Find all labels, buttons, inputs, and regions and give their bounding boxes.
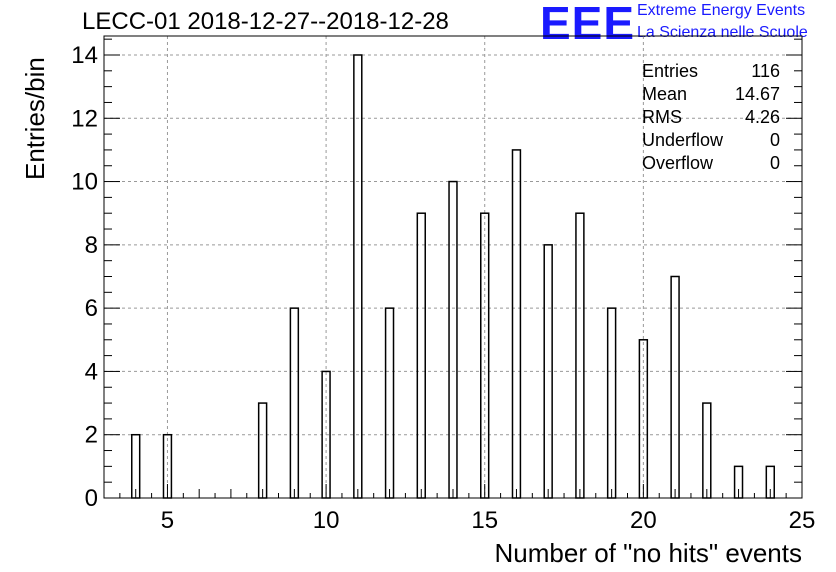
- y-tick-label: 12: [71, 105, 98, 132]
- stat-value: 14.67: [734, 84, 780, 104]
- y-tick-label: 8: [85, 232, 98, 259]
- y-tick-label: 10: [71, 169, 98, 196]
- stat-row-overflow: Overflow 0: [642, 152, 780, 175]
- logo-line-2: La Scienza nelle Scuole: [637, 24, 808, 41]
- eee-logo: EEE: [540, 0, 636, 49]
- histogram-bar: [289, 307, 300, 499]
- y-tick-label: 6: [85, 295, 98, 322]
- stat-row-mean: Mean 14.67: [642, 83, 780, 106]
- logo-line-1: Extreme Energy Events: [637, 2, 806, 19]
- y-tick-label: 2: [85, 422, 98, 449]
- x-tick-label: 25: [789, 507, 816, 534]
- y-tick-label: 0: [85, 485, 98, 512]
- stat-value: 0: [769, 130, 780, 150]
- histogram-bar: [575, 212, 585, 499]
- stats-box: Entries 116 Mean 14.67 RMS 4.26 Underflow 0 …: [642, 60, 780, 175]
- x-tick-label: 15: [471, 507, 498, 534]
- chart-title: LECC-01 2018-12-27--2018-12-28: [82, 8, 449, 35]
- stat-row-underflow: Underflow 0: [642, 129, 780, 152]
- x-tick-label: 5: [161, 507, 174, 534]
- x-axis-label: Number of "no hits" events: [494, 538, 803, 568]
- x-tick-label: 10: [313, 507, 340, 534]
- y-tick-label: 4: [85, 358, 98, 385]
- y-tick-label: 14: [71, 42, 98, 69]
- stat-value: 4.26: [744, 107, 780, 127]
- histogram-bar: [257, 402, 268, 499]
- histogram-bar: [670, 275, 680, 499]
- stat-value: 116: [751, 61, 780, 81]
- histogram-bar: [448, 180, 458, 499]
- stat-label: Overflow: [642, 153, 714, 173]
- plot-frame: [103, 35, 803, 499]
- histogram-bar: [384, 307, 395, 499]
- x-tick-label: 20: [630, 507, 657, 534]
- stat-label: Underflow: [642, 130, 724, 150]
- histogram-bar: [702, 402, 712, 499]
- histogram-bar: [606, 307, 617, 499]
- stat-label: RMS: [642, 107, 682, 127]
- stat-label: Entries: [642, 61, 699, 81]
- histogram-bar: [416, 212, 426, 499]
- stat-value: 0: [769, 153, 780, 173]
- histogram-bar: [353, 54, 363, 499]
- histogram-bar: [131, 433, 141, 499]
- stat-row-entries: Entries 116: [642, 60, 780, 83]
- stat-label: Mean: [642, 84, 688, 104]
- stat-row-rms: RMS 4.26: [642, 106, 780, 129]
- histogram-bar: [511, 149, 522, 499]
